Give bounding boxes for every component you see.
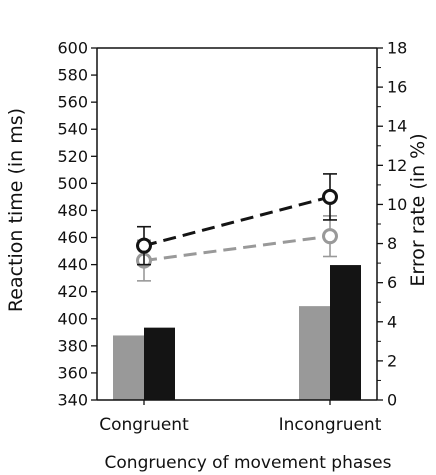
line-black: [143, 195, 331, 248]
bar-gray-0: [113, 335, 144, 400]
y-right-tick-label-2: 4: [387, 312, 397, 331]
point-gray-1: [322, 228, 338, 245]
y-right-tick-label-6: 12: [387, 156, 407, 175]
y-tick-label-2: 380: [57, 336, 88, 355]
bar-black-0: [144, 327, 175, 400]
line-gray: [143, 234, 331, 263]
y-right-tick-label-0: 0: [387, 391, 397, 410]
y-right-tick-label-8: 16: [387, 78, 407, 97]
point-black-1: [322, 188, 338, 205]
y-tick-label-6: 460: [57, 228, 88, 247]
y-tick-label-9: 520: [57, 147, 88, 166]
y-tick-label-5: 440: [57, 255, 88, 274]
x-tick-label-1: Incongruent: [279, 415, 382, 435]
y-tick-label-3: 400: [57, 309, 88, 328]
y-right-tick-label-5: 10: [387, 195, 407, 214]
y-tick-label-10: 540: [57, 120, 88, 139]
y-tick-label-12: 580: [57, 66, 88, 85]
y-tick-label-11: 560: [57, 93, 88, 112]
plot-area: 3403603804004204404604805005205405605806…: [57, 39, 407, 436]
x-axis-title: Congruency of movement phases: [105, 453, 392, 473]
y-tick-label-1: 360: [57, 363, 88, 382]
x-tick-label-0: Congruent: [99, 415, 189, 435]
y-right-tick-label-4: 8: [387, 234, 397, 253]
y-axis-title: Reaction time (in ms): [5, 108, 27, 312]
y-tick-label-4: 420: [57, 282, 88, 301]
y-right-tick-label-1: 2: [387, 351, 397, 370]
bar-black-1: [330, 265, 361, 400]
y-tick-label-0: 340: [57, 391, 88, 410]
y-tick-label-7: 480: [57, 201, 88, 220]
bar-gray-1: [299, 306, 330, 400]
y-right-tick-label-3: 6: [387, 273, 397, 292]
y-right-tick-label-9: 18: [387, 39, 407, 58]
y-axis-right-title: Error rate (in %): [407, 133, 429, 286]
y-tick-label-8: 500: [57, 174, 88, 193]
point-black-0: [136, 237, 152, 254]
y-right-tick-label-7: 14: [387, 117, 407, 136]
y-tick-label-13: 600: [57, 39, 88, 58]
